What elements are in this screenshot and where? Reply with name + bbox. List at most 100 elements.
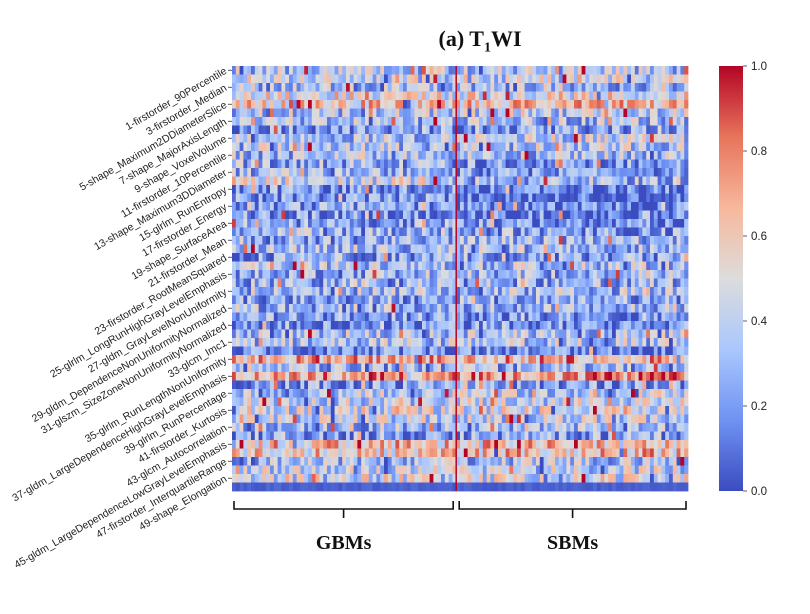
heatmap-cell [558, 372, 563, 381]
heatmap-cell [581, 346, 586, 356]
heatmap-cell [623, 219, 628, 228]
heatmap-cell [475, 372, 480, 381]
heatmap-cell [650, 168, 655, 177]
heatmap-cell [593, 176, 598, 186]
heatmap-cell [482, 100, 487, 109]
heatmap-cell [543, 168, 548, 177]
heatmap-cell [247, 151, 252, 160]
heatmap-cell [463, 397, 468, 407]
heatmap-cell [292, 329, 297, 339]
heatmap-cell [357, 414, 362, 424]
heatmap-cell [327, 295, 332, 305]
heatmap-cell [437, 66, 442, 75]
heatmap-cell [232, 193, 237, 203]
heatmap-cell [619, 193, 624, 203]
heatmap-cell [281, 312, 286, 322]
heatmap-cell [323, 74, 328, 84]
heatmap-cell [467, 295, 472, 305]
heatmap-cell [532, 389, 537, 398]
heatmap-cell [422, 91, 427, 101]
heatmap-cell [311, 193, 316, 203]
heatmap-cell [425, 159, 430, 169]
heatmap-cell [315, 185, 320, 194]
heatmap-cell [266, 159, 271, 169]
heatmap-cell [361, 125, 366, 135]
heatmap-cell [479, 287, 484, 296]
heatmap-cell [365, 134, 370, 143]
heatmap-cell [311, 287, 316, 296]
heatmap-cell [547, 108, 552, 118]
heatmap-cell [277, 338, 282, 347]
heatmap-cell [308, 219, 313, 228]
heatmap-cell [448, 100, 453, 109]
heatmap-cell [517, 117, 522, 126]
heatmap-cell [289, 202, 294, 211]
heatmap-cell [251, 142, 256, 152]
heatmap-cell [376, 244, 381, 254]
heatmap-cell [604, 134, 609, 143]
heatmap-cell [368, 219, 373, 228]
heatmap-cell [437, 117, 442, 126]
heatmap-cell [653, 210, 658, 220]
heatmap-cell [509, 125, 514, 135]
heatmap-cell [247, 261, 252, 271]
heatmap-cell [289, 176, 294, 186]
heatmap-cell [482, 117, 487, 126]
heatmap-cell [524, 202, 529, 211]
heatmap-cell [380, 261, 385, 271]
heatmap-cell [536, 270, 541, 279]
heatmap-cell [680, 134, 685, 143]
heatmap-cell [501, 74, 506, 84]
heatmap-cell [551, 329, 556, 339]
heatmap-cell [634, 406, 639, 415]
heatmap-cell [372, 261, 377, 271]
heatmap-cell [547, 117, 552, 126]
heatmap-cell [243, 168, 248, 177]
heatmap-cell [665, 66, 670, 75]
heatmap-cell [258, 151, 263, 160]
heatmap-cell [547, 74, 552, 84]
heatmap-cell [619, 253, 624, 262]
heatmap-cell [676, 100, 681, 109]
heatmap-cell [292, 100, 297, 109]
heatmap-cell [395, 219, 400, 228]
heatmap-cell [444, 295, 449, 305]
heatmap-cell [399, 236, 404, 245]
heatmap-cell [395, 108, 400, 118]
heatmap-cell [232, 397, 237, 407]
heatmap-cell [627, 236, 632, 245]
heatmap-cell [562, 253, 567, 262]
heatmap-cell [327, 236, 332, 245]
heatmap-cell [330, 66, 335, 75]
heatmap-cell [642, 185, 647, 194]
heatmap-cell [467, 372, 472, 381]
heatmap-cell [422, 338, 427, 347]
heatmap-cell [410, 346, 415, 356]
heatmap-cell [330, 338, 335, 347]
heatmap-cell [292, 236, 297, 245]
heatmap-cell [441, 261, 446, 271]
heatmap-cell [292, 193, 297, 203]
heatmap-cell [631, 363, 636, 373]
heatmap-cell [680, 108, 685, 118]
heatmap-cell [247, 125, 252, 135]
heatmap-cell [372, 287, 377, 296]
heatmap-cell [346, 414, 351, 424]
heatmap-cell [372, 295, 377, 305]
heatmap-cell [486, 304, 491, 313]
heatmap-cell [270, 210, 275, 220]
heatmap-cell [460, 304, 465, 313]
heatmap-cell [441, 117, 446, 126]
heatmap-cell [349, 278, 354, 288]
heatmap-cell [486, 100, 491, 109]
heatmap-cell [452, 134, 457, 143]
heatmap-cell [498, 312, 503, 322]
heatmap-cell [555, 278, 560, 288]
heatmap-cell [289, 278, 294, 288]
heatmap-cell [410, 244, 415, 254]
heatmap-cell [669, 227, 674, 237]
heatmap-cell [296, 83, 301, 92]
heatmap-cell [562, 278, 567, 288]
heatmap-cell [501, 321, 506, 330]
heatmap-cell [672, 372, 677, 381]
